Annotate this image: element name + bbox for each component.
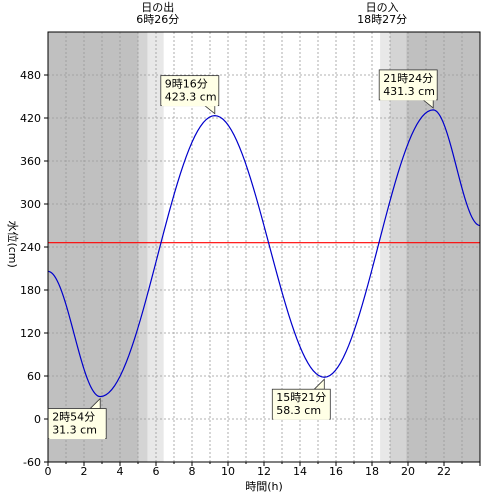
callout-box: [160, 75, 220, 107]
sunrise-label: 日の出: [141, 0, 174, 14]
x-tick-label: 4: [117, 465, 124, 478]
callout-gap: [161, 104, 218, 107]
x-tick-label: 8: [189, 465, 196, 478]
y-tick-label: -60: [23, 456, 41, 469]
x-tick-label: 6: [153, 465, 160, 478]
twilight-band-morning-dark: [138, 32, 148, 462]
y-tick-label: 120: [20, 327, 41, 340]
y-tick-label: 480: [20, 69, 41, 82]
callout-level: 31.3 cm: [52, 424, 97, 437]
sunset-time: 18時27分: [357, 13, 407, 26]
x-tick-label: 12: [257, 465, 271, 478]
y-tick-labels: -60 0 60 120 180 240 300 360 420 480: [20, 69, 48, 469]
y-tick-label: 60: [27, 370, 41, 383]
callout-box: [47, 408, 107, 439]
x-tick-label: 22: [437, 465, 451, 478]
y-tick-label: 180: [20, 284, 41, 297]
x-tick-label: 0: [45, 465, 52, 478]
x-tick-label: 18: [365, 465, 379, 478]
y-tick-label: 0: [34, 413, 41, 426]
y-tick-label: 240: [20, 241, 41, 254]
callout-gap: [380, 98, 437, 101]
x-tick-labels: 0 2 4 6 8 10 12 14 16 18 20 22: [45, 462, 481, 478]
callout-level: 431.3 cm: [383, 85, 435, 98]
x-tick-label: 10: [221, 465, 235, 478]
callout-time: 15時21分: [276, 391, 326, 404]
sunset-label: 日の入: [366, 1, 399, 14]
callout-time: 2時54分: [52, 411, 95, 424]
x-tick-label: 16: [329, 465, 343, 478]
twilight-band-morning-light: [147, 32, 164, 462]
callout-gap: [273, 417, 330, 420]
x-tick-label: 2: [81, 465, 88, 478]
x-tick-label: 14: [293, 465, 307, 478]
callout-level: 423.3 cm: [165, 91, 217, 104]
callout-level: 58.3 cm: [276, 404, 321, 417]
y-axis-label: 水位(cm): [6, 220, 20, 267]
callout-time: 9時16分: [165, 78, 208, 91]
sunrise-time: 6時26分: [136, 13, 179, 26]
tide-series-line: [47, 109, 481, 398]
y-tick-label: 300: [20, 198, 41, 211]
callout-time: 21時24分: [383, 72, 433, 85]
x-axis-label: 時間(h): [245, 480, 283, 493]
twilight-band-evening-dark: [390, 32, 407, 462]
callout-gap: [49, 437, 106, 440]
night-band-evening: [406, 32, 480, 462]
callout-box: [378, 69, 438, 101]
x-tick-label: 20: [401, 465, 415, 478]
y-tick-label: 420: [20, 112, 41, 125]
y-tick-label: 360: [20, 155, 41, 168]
